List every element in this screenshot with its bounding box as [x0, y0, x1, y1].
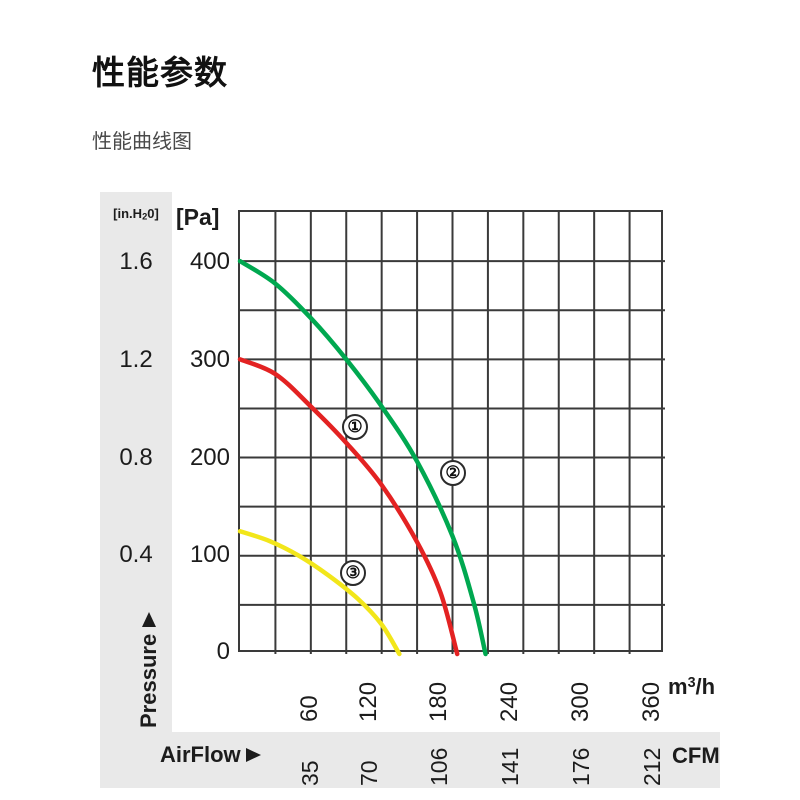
- x-axis-arrow-icon: [245, 748, 261, 762]
- curve-marker-3: ③: [340, 560, 366, 586]
- y-axis-unit-pa: [Pa]: [176, 204, 220, 230]
- xtick-m3h-60: 60: [296, 695, 323, 722]
- xtick-cfm-106: 106: [426, 747, 452, 786]
- ytick-left-1: 1.6: [119, 248, 153, 275]
- xtick-m3h-120: 120: [355, 681, 382, 722]
- page-title: 性能参数: [92, 54, 228, 91]
- xtick-cfm-176: 176: [568, 747, 594, 786]
- performance-curves: [237, 258, 488, 657]
- y-axis-title-label: Pressure: [136, 633, 161, 728]
- x-axis-unit-cfm: CFM: [672, 743, 720, 768]
- plot-area: [237, 210, 665, 657]
- y-axis-arrow-icon: [142, 611, 156, 627]
- ytick-left-2: 1.2: [119, 346, 153, 373]
- page-subtitle: 性能曲线图: [92, 131, 192, 153]
- xtick-cfm-212: 212: [639, 747, 665, 786]
- xtick-m3h-300: 300: [567, 681, 594, 722]
- xtick-cfm-70: 70: [356, 760, 382, 786]
- xtick-cfm-141: 141: [497, 747, 523, 786]
- x-axis-unit-m3h: m3/h: [668, 674, 716, 700]
- xtick-m3h-360: 360: [638, 681, 665, 722]
- ytick-left-4: 0.4: [119, 541, 153, 568]
- ytick-right-100: 100: [189, 541, 230, 568]
- axis-panel-bottom: [100, 732, 720, 788]
- x-axis-title-label: AirFlow: [160, 742, 241, 767]
- axis-panel-left: [100, 192, 172, 732]
- x-axis-title: AirFlow: [160, 744, 261, 766]
- ytick-right-400: 400: [189, 248, 230, 275]
- y-axis-title: Pressure: [104, 588, 168, 728]
- y-axis-unit-inh2o: [in.H20]: [113, 206, 159, 222]
- xtick-m3h-240: 240: [496, 681, 523, 722]
- ytick-left-3: 0.8: [119, 444, 153, 471]
- xtick-m3h-180: 180: [425, 681, 452, 722]
- xtick-cfm-35: 35: [297, 760, 323, 786]
- ytick-right-0: 0: [216, 638, 230, 665]
- curve-marker-1: ①: [342, 414, 368, 440]
- curve-marker-2: ②: [440, 460, 466, 486]
- ytick-right-300: 300: [189, 346, 230, 373]
- ytick-right-200: 200: [189, 444, 230, 471]
